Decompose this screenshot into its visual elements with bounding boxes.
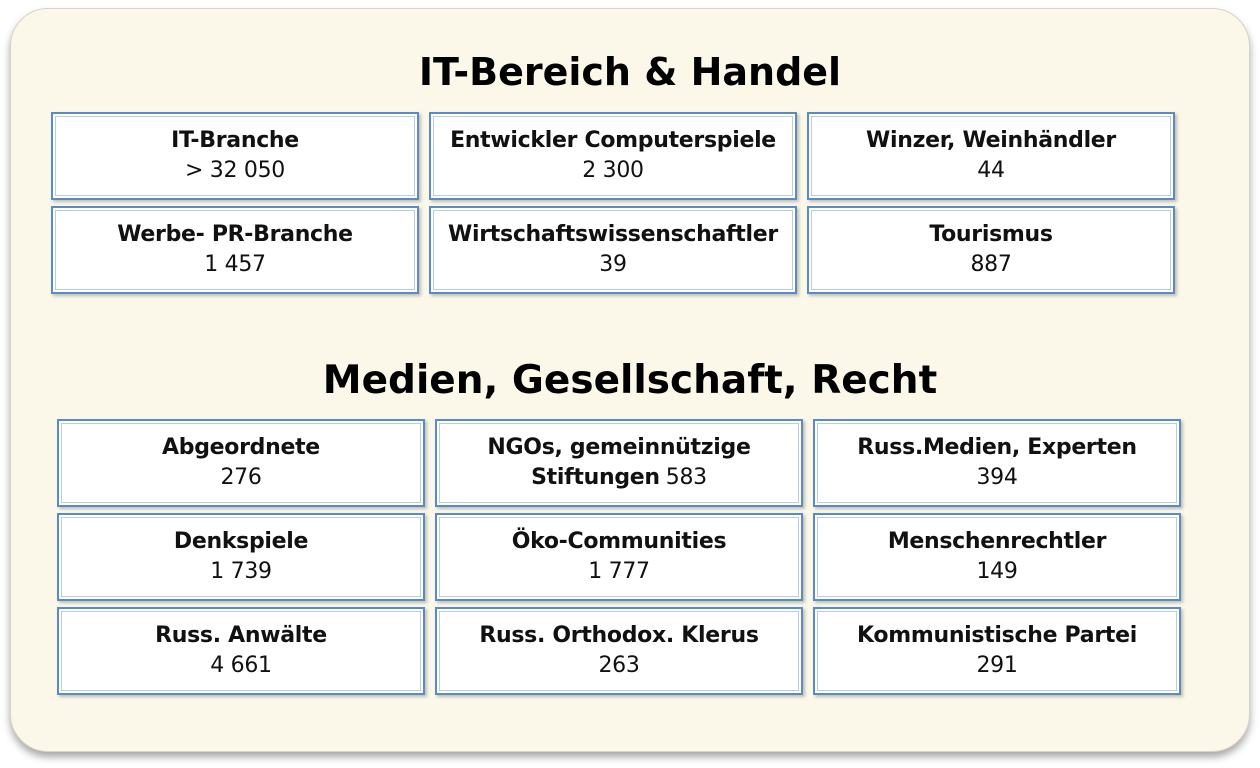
card-label: Entwickler Computerspiele bbox=[450, 128, 776, 153]
card-menschenrechtler: Menschenrechtler 149 bbox=[813, 513, 1181, 601]
card-label-stiftungen: Stiftungen bbox=[531, 465, 660, 490]
card-label: Werbe- PR-Branche bbox=[117, 222, 353, 247]
card-value: 1 777 bbox=[588, 559, 650, 584]
card-label: Russ.Medien, Experten bbox=[857, 435, 1137, 460]
card-value: 4 661 bbox=[210, 653, 272, 678]
section-title-medien-gesellschaft-recht: Medien, Gesellschaft, Recht bbox=[322, 358, 938, 403]
card-label: IT-Branche bbox=[171, 128, 299, 153]
card-russ-anwaelte: Russ. Anwälte 4 661 bbox=[57, 607, 425, 695]
card-entwickler-computerspiele: Entwickler Computerspiele 2 300 bbox=[429, 112, 797, 200]
card-value: 291 bbox=[976, 653, 1018, 678]
card-value: 394 bbox=[976, 465, 1018, 490]
card-it-branche: IT-Branche > 32 050 bbox=[51, 112, 419, 200]
card-value: 44 bbox=[977, 158, 1005, 183]
card-label: Kommunistische Partei bbox=[857, 623, 1137, 648]
card-value: 39 bbox=[599, 252, 627, 277]
card-label: Abgeordnete bbox=[162, 435, 320, 460]
card-value: 583 bbox=[665, 465, 707, 490]
card-winzer-weinhaendler: Winzer, Weinhändler 44 bbox=[807, 112, 1175, 200]
card-label: Öko-Communities bbox=[511, 529, 727, 554]
card-label: Menschenrechtler bbox=[887, 529, 1107, 554]
section-title-it-handel: IT-Bereich & Handel bbox=[418, 50, 842, 94]
card-werbe-pr-branche: Werbe- PR-Branche 1 457 bbox=[51, 206, 419, 294]
card-kommunistische-partei: Kommunistische Partei 291 bbox=[813, 607, 1181, 695]
card-label: Russ. Anwälte bbox=[155, 623, 327, 648]
card-value: > 32 050 bbox=[184, 158, 285, 183]
card-russ-medien-experten: Russ.Medien, Experten 394 bbox=[813, 419, 1181, 507]
grid-it-handel: IT-Branche > 32 050 Entwickler Computers… bbox=[51, 112, 1175, 294]
card-value: 1 457 bbox=[204, 252, 266, 277]
card-value: 887 bbox=[970, 252, 1012, 277]
card-value: 1 739 bbox=[210, 559, 272, 584]
card-value: 2 300 bbox=[582, 158, 644, 183]
card-oeko-communities: Öko-Communities 1 777 bbox=[435, 513, 803, 601]
card-label-line2: Stiftungen 583 bbox=[531, 463, 707, 493]
card-label: Denkspiele bbox=[173, 529, 309, 554]
card-wirtschaftswissenschaftler: Wirtschaftswissenschaftler 39 bbox=[429, 206, 797, 294]
card-value: 276 bbox=[220, 465, 262, 490]
card-value: 263 bbox=[598, 653, 640, 678]
card-abgeordnete: Abgeordnete 276 bbox=[57, 419, 425, 507]
card-value: 149 bbox=[976, 559, 1018, 584]
card-russ-orthodox-klerus: Russ. Orthodox. Klerus 263 bbox=[435, 607, 803, 695]
grid-medien-gesellschaft-recht: Abgeordnete 276 NGOs, gemeinnützige Stif… bbox=[57, 419, 1181, 695]
card-ngos-stiftungen: NGOs, gemeinnützige Stiftungen 583 bbox=[435, 419, 803, 507]
card-label: Russ. Orthodox. Klerus bbox=[479, 623, 759, 648]
card-label: Wirtschaftswissenschaftler bbox=[448, 222, 778, 247]
card-label: Winzer, Weinhändler bbox=[866, 128, 1116, 153]
card-denkspiele: Denkspiele 1 739 bbox=[57, 513, 425, 601]
card-label: NGOs, gemeinnützige bbox=[487, 435, 751, 460]
card-tourismus: Tourismus 887 bbox=[807, 206, 1175, 294]
card-label: Tourismus bbox=[929, 222, 1053, 247]
